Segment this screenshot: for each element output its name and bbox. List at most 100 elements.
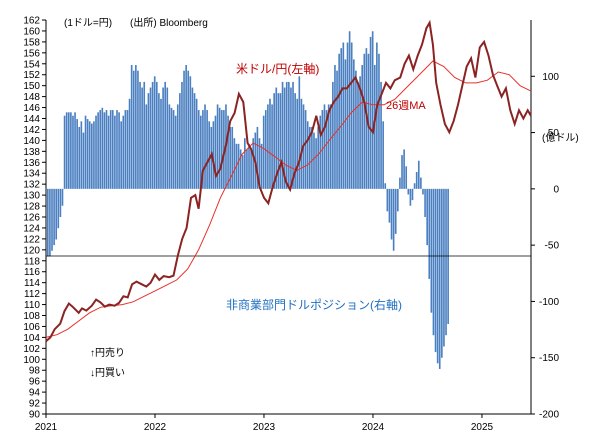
position-bar	[120, 121, 122, 189]
position-bar	[153, 76, 156, 189]
right-tick-label: -100	[539, 297, 559, 308]
usdjpy-line	[45, 19, 532, 342]
position-bar	[357, 81, 359, 189]
position-bar	[390, 188, 393, 240]
position-bar	[49, 188, 51, 257]
position-bar	[67, 112, 70, 189]
position-bar	[103, 112, 106, 189]
left-tick-label: 90	[29, 410, 41, 421]
position-bar	[109, 110, 112, 189]
position-bar	[59, 188, 62, 217]
x-tick-label: 2022	[144, 422, 167, 433]
position-bar	[422, 188, 424, 195]
left-axis-ticks: 9092949698100102104106108110112114116118…	[23, 16, 46, 421]
left-tick-label: 162	[23, 16, 40, 27]
position-bar	[241, 155, 244, 189]
position-bar	[269, 98, 271, 189]
right-tick-label: 0	[553, 184, 559, 195]
left-tick-label: 96	[29, 377, 41, 388]
position-bar	[285, 81, 288, 189]
left-tick-label: 140	[23, 136, 40, 147]
position-bar	[250, 149, 252, 189]
left-tick-label: 136	[23, 158, 40, 169]
right-tick-label: -150	[539, 353, 559, 364]
position-bar	[164, 81, 167, 189]
left-tick-label: 108	[23, 311, 40, 322]
position-bar	[434, 188, 437, 353]
position-bar	[118, 112, 120, 189]
position-bar	[149, 87, 152, 189]
position-bar	[143, 81, 146, 189]
position-bar	[348, 31, 351, 189]
position-bar	[401, 155, 403, 189]
position-bar	[122, 115, 125, 189]
position-bar	[82, 132, 85, 189]
position-bar	[260, 143, 263, 189]
position-bar	[334, 65, 336, 189]
position-bar	[74, 112, 76, 189]
position-bar	[160, 98, 162, 189]
left-tick-label: 156	[23, 48, 40, 59]
left-tick-label: 100	[23, 355, 40, 366]
position-bar	[53, 188, 55, 246]
position-bar	[72, 115, 74, 189]
position-bar	[386, 188, 389, 212]
position-bar	[91, 123, 93, 189]
left-tick-label: 128	[23, 202, 40, 213]
position-bar	[288, 81, 290, 189]
position-bar	[405, 166, 408, 189]
left-tick-label: 142	[23, 125, 40, 136]
left-tick-label: 98	[29, 366, 41, 377]
left-tick-label: 150	[23, 81, 40, 92]
position-bar	[126, 110, 129, 189]
x-tick-label: 2024	[362, 422, 385, 433]
position-bar	[220, 110, 223, 189]
left-tick-label: 126	[23, 213, 40, 224]
position-bar	[336, 70, 338, 189]
position-bar	[436, 188, 439, 364]
position-bar	[189, 76, 192, 189]
position-bar	[206, 110, 208, 189]
left-tick-label: 106	[23, 322, 40, 333]
position-bar	[128, 98, 131, 189]
position-bar	[155, 81, 158, 189]
position-bar	[229, 126, 231, 189]
left-tick-label: 94	[29, 388, 41, 399]
position-bar	[417, 160, 420, 189]
position-bar	[61, 188, 64, 206]
position-bar	[216, 104, 219, 189]
left-tick-label: 144	[23, 114, 40, 125]
position-bar	[105, 110, 108, 189]
position-bar	[346, 42, 349, 189]
position-bar	[193, 93, 196, 189]
position-bar	[361, 65, 364, 189]
position-bar	[231, 126, 234, 189]
position-bar	[441, 188, 443, 358]
position-bar	[432, 188, 435, 336]
position-bar	[204, 104, 206, 189]
position-bar	[195, 98, 198, 189]
position-bar	[271, 104, 273, 189]
position-bar	[443, 188, 445, 347]
position-bar	[420, 177, 422, 189]
position-bar	[317, 126, 319, 189]
left-tick-label: 124	[23, 223, 40, 234]
position-bar	[296, 98, 299, 189]
position-bar	[244, 138, 246, 189]
position-bar	[290, 87, 292, 189]
position-bar	[84, 115, 87, 189]
position-bar	[409, 188, 412, 206]
left-tick-label: 112	[24, 289, 40, 300]
position-bar	[162, 87, 164, 189]
position-bar	[308, 126, 311, 189]
position-bar	[376, 42, 378, 189]
position-bar	[183, 70, 185, 189]
position-bar	[359, 76, 361, 189]
position-bar	[338, 53, 340, 189]
right-tick-label: -200	[539, 410, 559, 421]
position-bar	[137, 70, 139, 189]
left-tick-label: 130	[23, 191, 40, 202]
position-bar	[168, 104, 171, 189]
position-bar	[378, 53, 380, 189]
position-bar	[202, 110, 204, 189]
